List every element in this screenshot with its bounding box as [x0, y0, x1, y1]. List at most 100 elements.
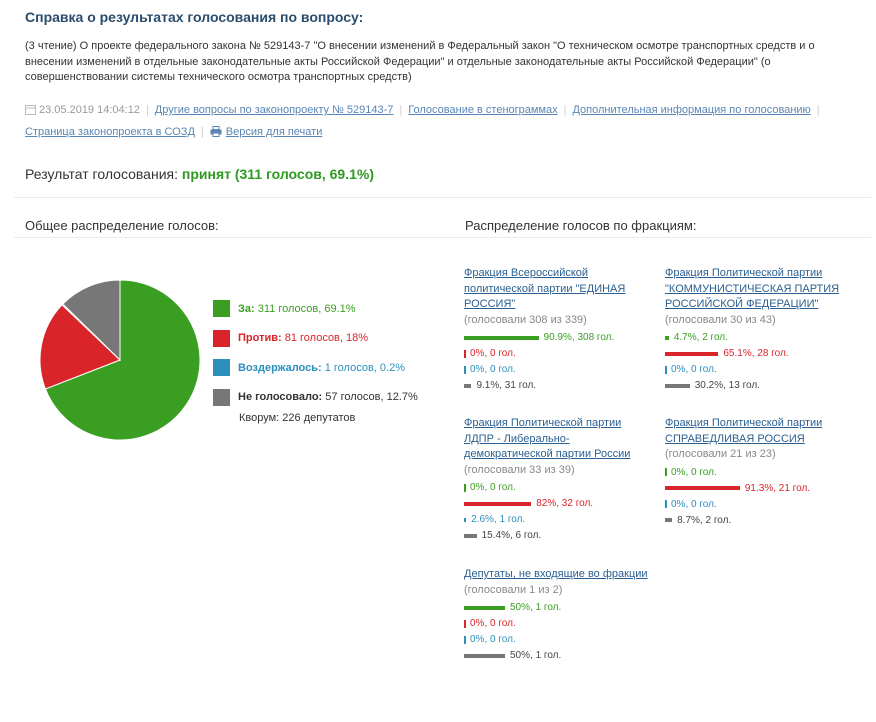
vote-bar — [464, 605, 505, 610]
vote-bar-empty — [464, 483, 466, 492]
faction-vote-text: 0%, 0 гол. — [470, 482, 516, 493]
vote-description: (3 чтение) О проекте федерального закона… — [25, 40, 815, 83]
vote-bar — [464, 517, 467, 522]
vote-bar — [665, 486, 740, 490]
factions-heading: Распределение голосов по фракциям: — [465, 218, 697, 233]
faction-vote-text: 50%, 1 гол. — [510, 650, 562, 661]
faction-vote-text: 15.4%, 6 гол. — [481, 530, 542, 541]
legend-swatch — [213, 300, 230, 318]
vote-bar — [464, 501, 532, 506]
faction-vote-text: 0%, 0 гол. — [470, 618, 516, 629]
faction-abstain-row: 0%, 0 гол. — [464, 632, 654, 648]
pie-legend: За: 311 голосов, 69.1% Против: 81 голосо… — [213, 294, 418, 412]
faction-name-link[interactable]: Фракция Политической партии ЛДПР - Либер… — [464, 417, 631, 460]
faction-vote-text: 0%, 0 гол. — [470, 348, 516, 359]
vote-bar-empty — [665, 500, 667, 508]
faction-block: Фракция Политической партии СПРАВЕДЛИВАЯ… — [665, 416, 855, 528]
legend-label: Против: — [238, 332, 282, 345]
faction-name-link[interactable]: Фракция Политической партии СПРАВЕДЛИВАЯ… — [665, 417, 823, 445]
legend-swatch — [213, 388, 230, 406]
vote-bar — [665, 518, 673, 522]
faction-vote-text: 82%, 32 гол. — [536, 498, 594, 509]
legend-item-against: Против: 81 голосов, 18% — [213, 324, 418, 354]
faction-block: Депутаты, не входящие во фракции (голосов… — [464, 567, 654, 664]
bill-page-link[interactable]: Страница законопроекта в СОЗД — [25, 126, 195, 138]
page-title: Справка о результатах голосования по воп… — [25, 9, 364, 25]
faction-for-row: 0%, 0 гол. — [464, 480, 654, 496]
faction-abstain-row: 0%, 0 гол. — [665, 362, 855, 378]
transcripts-link[interactable]: Голосование в стенограммах — [408, 104, 558, 116]
result-value: принят (311 голосов, 69.1%) — [181, 166, 375, 182]
faction-for-row: 90.9%, 308 гол. — [464, 330, 654, 346]
additional-info-link[interactable]: Дополнительная информация по голосованию — [572, 104, 811, 116]
faction-against-row: 0%, 0 гол. — [464, 346, 654, 362]
faction-abstain-row: 2.6%, 1 гол. — [464, 512, 654, 528]
vote-bar-empty — [464, 635, 466, 644]
faction-not-voted-row: 8.7%, 2 гол. — [665, 512, 855, 528]
vote-pie-chart — [39, 279, 201, 441]
vote-bar — [464, 335, 539, 340]
meta-bar: 23.05.2019 14:04:12 | Другие вопросы по за… — [25, 104, 820, 138]
faction-abstain-row: 0%, 0 гол. — [665, 496, 855, 512]
other-questions-link[interactable]: Другие вопросы по законопроекту № 529143… — [154, 104, 394, 116]
pie-slice-for — [44, 279, 201, 441]
faction-vote-text: 90.9%, 308 гол. — [543, 332, 615, 343]
faction-name-link[interactable]: Фракция Политической партии "КОММУНИСТИЧ… — [665, 267, 840, 310]
faction-against-row: 82%, 32 гол. — [464, 496, 654, 512]
faction-vote-text: 91.3%, 21 гол. — [744, 482, 811, 494]
faction-vote-text: 0%, 0 гол. — [470, 634, 516, 645]
faction-voted: (голосовали 308 из 339) — [464, 313, 587, 326]
faction-for-row: 4.7%, 2 гол. — [665, 330, 855, 346]
legend-item-not-voted: Не голосовало: 57 голосов, 12.7% — [213, 383, 418, 413]
print-icon — [210, 126, 222, 137]
faction-vote-text: 8.7%, 2 гол. — [677, 514, 732, 526]
pie-slice-not-voted — [62, 279, 121, 362]
faction-against-row: 65.1%, 28 гол. — [665, 346, 855, 362]
divider — [14, 237, 871, 238]
faction-vote-text: 65.1%, 28 гол. — [723, 348, 789, 359]
vote-bar — [665, 351, 719, 356]
faction-name-link[interactable]: Депутаты, не входящие во фракции — [464, 568, 648, 580]
vote-bar — [464, 533, 477, 538]
faction-for-row: 0%, 0 гол. — [665, 464, 855, 480]
faction-vote-text: 9.1%, 31 гол. — [476, 380, 537, 391]
legend-text: 57 голосов, 12.7% — [325, 391, 418, 404]
faction-name-link[interactable]: Фракция Всероссийской политической парти… — [464, 267, 626, 310]
kvorum-text: Кворум: 226 депутатов — [239, 412, 356, 424]
vote-datetime: 23.05.2019 14:04:12 — [39, 104, 140, 116]
vote-bar — [464, 653, 505, 658]
faction-against-row: 91.3%, 21 гол. — [665, 480, 855, 496]
legend-swatch — [213, 359, 230, 377]
vote-bar — [665, 335, 669, 340]
legend-label: За: — [238, 302, 255, 315]
legend-item-abstain: Воздержалось: 1 голосов, 0.2% — [213, 353, 418, 383]
vote-bar-empty — [464, 365, 466, 374]
faction-vote-text: 0%, 0 гол. — [671, 466, 717, 478]
faction-for-row: 50%, 1 гол. — [464, 600, 654, 616]
faction-abstain-row: 0%, 0 гол. — [464, 362, 654, 378]
faction-voted: (голосовали 30 из 43) — [665, 313, 776, 326]
faction-block: Фракция Политической партии "КОММУНИСТИЧ… — [665, 266, 855, 394]
vote-bar-empty — [464, 619, 466, 628]
legend-text: 1 голосов, 0.2% — [324, 361, 405, 374]
vote-bar — [464, 383, 472, 388]
legend-text: 311 голосов, 69.1% — [257, 302, 356, 315]
legend-item-for: За: 311 голосов, 69.1% — [213, 294, 418, 324]
faction-vote-text: 30.2%, 13 гол. — [694, 380, 760, 391]
legend-swatch — [213, 329, 230, 347]
faction-vote-text: 4.7%, 2 гол. — [673, 332, 728, 343]
faction-vote-text: 50%, 1 гол. — [510, 602, 562, 613]
faction-not-voted-row: 30.2%, 13 гол. — [665, 378, 855, 394]
faction-against-row: 0%, 0 гол. — [464, 616, 654, 632]
legend-text: 81 голосов, 18% — [284, 332, 369, 345]
print-version-link[interactable]: Версия для печати — [225, 126, 323, 138]
vote-bar-empty — [464, 349, 466, 358]
vote-bar-empty — [665, 468, 667, 476]
vote-result: Результат голосования: принят (311 голос… — [25, 166, 374, 182]
faction-voted: (голосовали 21 из 23) — [665, 448, 776, 460]
result-label: Результат голосования: — [25, 166, 178, 182]
faction-voted: (голосовали 33 из 39) — [464, 463, 575, 476]
divider — [14, 197, 871, 198]
faction-vote-text: 0%, 0 гол. — [671, 364, 717, 375]
faction-voted: (голосовали 1 из 2) — [464, 583, 563, 596]
